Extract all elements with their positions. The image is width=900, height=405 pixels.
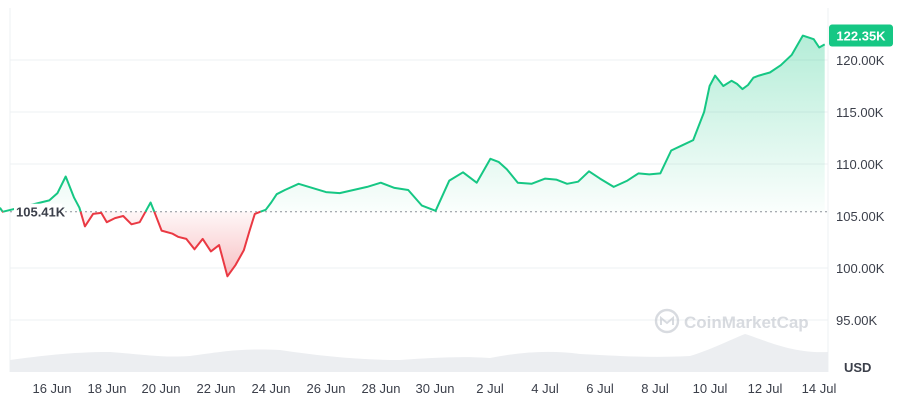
currency-label: USD bbox=[844, 360, 871, 375]
x-tick-label: 12 Jul bbox=[748, 381, 783, 396]
x-tick-label: 6 Jul bbox=[586, 381, 614, 396]
y-tick-label: 115.00K bbox=[836, 105, 884, 120]
x-tick-label: 28 Jun bbox=[361, 381, 400, 396]
x-tick-label: 2 Jul bbox=[476, 381, 504, 396]
x-tick-label: 24 Jun bbox=[251, 381, 290, 396]
current-price-badge: 122.35K bbox=[829, 25, 893, 47]
y-tick-label: 105.00K bbox=[836, 209, 885, 224]
x-axis: 16 Jun 18 Jun 20 Jun 22 Jun 24 Jun 26 Ju… bbox=[32, 381, 836, 396]
x-tick-label: 30 Jun bbox=[415, 381, 454, 396]
baseline-marker: 105.41K bbox=[14, 204, 66, 220]
y-tick-label: 95.00K bbox=[836, 313, 878, 328]
y-tick-label: 110.00K bbox=[836, 157, 884, 172]
up-area-fill bbox=[0, 36, 825, 212]
y-tick-label: 120.00K bbox=[836, 53, 885, 68]
x-tick-label: 10 Jul bbox=[693, 381, 728, 396]
current-price-label: 122.35K bbox=[836, 29, 886, 44]
x-tick-label: 26 Jun bbox=[306, 381, 345, 396]
x-tick-label: 16 Jun bbox=[32, 381, 71, 396]
coinmarketcap-logo-icon bbox=[656, 310, 678, 332]
watermark: CoinMarketCap bbox=[656, 310, 809, 332]
baseline-label: 105.41K bbox=[16, 205, 66, 220]
x-tick-label: 4 Jul bbox=[531, 381, 559, 396]
x-tick-label: 20 Jun bbox=[141, 381, 180, 396]
x-tick-label: 18 Jun bbox=[87, 381, 126, 396]
volume-area bbox=[10, 334, 828, 372]
watermark-text: CoinMarketCap bbox=[684, 313, 809, 332]
x-tick-label: 22 Jun bbox=[196, 381, 235, 396]
down-area-fill bbox=[3, 212, 261, 277]
y-tick-label: 100.00K bbox=[836, 261, 885, 276]
x-tick-label: 14 Jul bbox=[802, 381, 837, 396]
x-tick-label: 8 Jul bbox=[641, 381, 669, 396]
